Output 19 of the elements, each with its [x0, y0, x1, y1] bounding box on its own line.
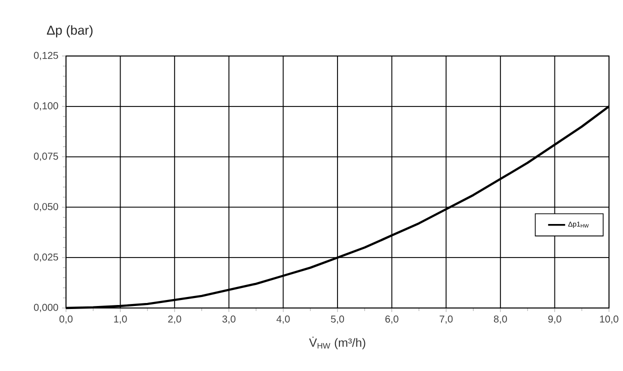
y-tick-label: 0,125	[34, 52, 58, 60]
x-tick-label: 3,0	[222, 316, 236, 324]
x-tick-label: 7,0	[440, 316, 453, 324]
y-tick-label: 0,075	[34, 152, 58, 161]
x-tick-label: 4,0	[276, 316, 290, 324]
x-tick-label: 1,0	[114, 316, 127, 324]
x-tick-label: 9,0	[548, 316, 562, 324]
y-tick-label: 0,000	[34, 304, 58, 312]
y-tick-label: 0,050	[34, 203, 58, 212]
y-tick-label: 0,025	[34, 253, 58, 262]
x-tick-label: 6,0	[385, 316, 398, 324]
x-tick-label: 0,0	[59, 316, 73, 324]
x-tick-label: 5,0	[330, 316, 344, 324]
x-tick-label: 8,0	[494, 316, 507, 324]
x-axis-title: V̇$_{HW}$ (m³/h)	[309, 336, 366, 350]
y-axis-title: Δp (bar)	[46, 25, 93, 38]
x-tick-label: 10,0	[600, 316, 618, 324]
x-tick-label: 2,0	[168, 316, 182, 324]
y-tick-label: 0,100	[34, 102, 58, 111]
